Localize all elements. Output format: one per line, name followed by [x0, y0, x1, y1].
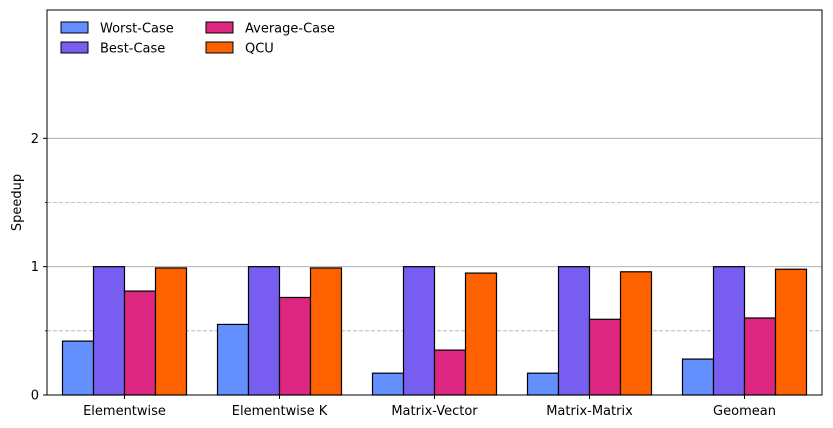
bar-worst-case-matrix-vector — [371, 372, 405, 396]
x-tick-label: Elementwise K — [232, 404, 328, 419]
y-tick-label: 0 — [31, 389, 39, 404]
legend-swatch — [60, 41, 89, 54]
bar-qcu-matrix-matrix — [619, 271, 653, 396]
bar-worst-case-geomean — [681, 358, 715, 396]
bar-qcu-elementwise-k — [309, 267, 343, 396]
bar-worst-case-matrix-matrix — [526, 372, 560, 396]
legend-label: Average-Case — [245, 22, 335, 37]
x-tick-label: Elementwise — [83, 404, 166, 419]
bar-best-case-geomean — [712, 266, 746, 396]
legend-label: Best-Case — [100, 42, 165, 57]
bar-average-case-matrix-vector — [433, 349, 467, 396]
bar-qcu-geomean — [774, 268, 808, 396]
bar-worst-case-elementwise — [61, 340, 95, 396]
legend-swatch — [60, 21, 89, 34]
bar-average-case-elementwise — [123, 290, 157, 396]
bar-best-case-matrix-vector — [402, 266, 436, 396]
x-tick-label: Geomean — [713, 404, 776, 419]
legend: Worst-Case Best-Case Average-Case QCU — [60, 21, 335, 57]
legend-swatch — [205, 21, 234, 34]
legend-label: Worst-Case — [100, 22, 174, 37]
bar-average-case-matrix-matrix — [588, 318, 622, 396]
y-tick-label: 2 — [31, 132, 39, 147]
bars-layer — [61, 266, 808, 396]
bar-best-case-matrix-matrix — [557, 266, 591, 396]
bar-worst-case-elementwise-k — [216, 323, 250, 396]
bar-average-case-geomean — [743, 317, 777, 396]
bar-qcu-matrix-vector — [464, 272, 498, 396]
x-tick-label: Matrix-Vector — [391, 404, 478, 419]
bar-average-case-elementwise-k — [278, 296, 312, 396]
bar-best-case-elementwise-k — [247, 266, 281, 396]
bar-qcu-elementwise — [154, 267, 188, 396]
x-tick-label: Matrix-Matrix — [546, 404, 633, 419]
y-axis: 0 1 2 — [31, 132, 47, 404]
y-axis-label: Speedup — [10, 174, 25, 231]
bar-best-case-elementwise — [92, 266, 126, 396]
y-tick-label: 1 — [31, 260, 39, 275]
legend-swatch — [205, 41, 234, 54]
legend-label: QCU — [245, 42, 274, 57]
x-axis: Elementwise Elementwise K Matrix-Vector Mat… — [83, 395, 776, 419]
